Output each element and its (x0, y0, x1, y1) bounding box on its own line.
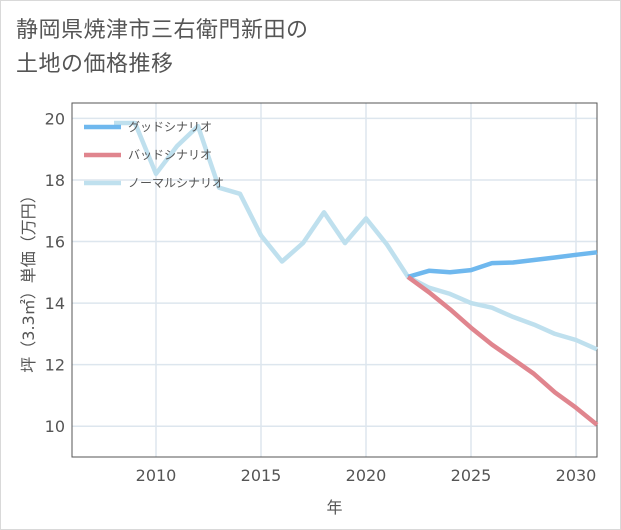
y-tick-label-18: 18 (45, 171, 65, 190)
x-tick-label-2010: 2010 (136, 466, 177, 485)
grid (72, 103, 597, 457)
title-line-2: 土地の価格推移 (16, 52, 174, 77)
y-tick-label-16: 16 (45, 233, 65, 252)
y-tick-label-10: 10 (45, 417, 65, 436)
x-tick-label-2015: 2015 (241, 466, 282, 485)
y-tick-label-20: 20 (45, 109, 65, 128)
y-axis-label: 坪（3.3㎡）単価（万円） (19, 187, 38, 372)
x-tick-label-2020: 2020 (346, 466, 387, 485)
tick-labels: 2010 2015 2020 2025 2030 10 12 14 16 18 20 (45, 109, 597, 485)
chart-title: 静岡県焼津市三右衛門新田の 土地の価格推移 (16, 14, 309, 82)
y-tick-label-12: 12 (45, 356, 65, 375)
title-line-1: 静岡県焼津市三右衛門新田の (16, 18, 309, 43)
series-line-1 (406, 275, 599, 427)
x-axis-label: 年 (326, 498, 342, 517)
legend-label-1: バッドシナリオ (128, 148, 212, 162)
plot-border (71, 102, 598, 458)
legend-label-2: ノーマルシナリオ (128, 176, 224, 190)
series-layer (114, 120, 599, 427)
x-tick-label-2025: 2025 (451, 466, 492, 485)
series-line-2 (114, 120, 598, 352)
y-tick-label-14: 14 (45, 294, 65, 313)
x-tick-label-2030: 2030 (556, 466, 597, 485)
legend-label-0: グッドシナリオ (128, 120, 212, 134)
series-line-0 (407, 250, 598, 280)
